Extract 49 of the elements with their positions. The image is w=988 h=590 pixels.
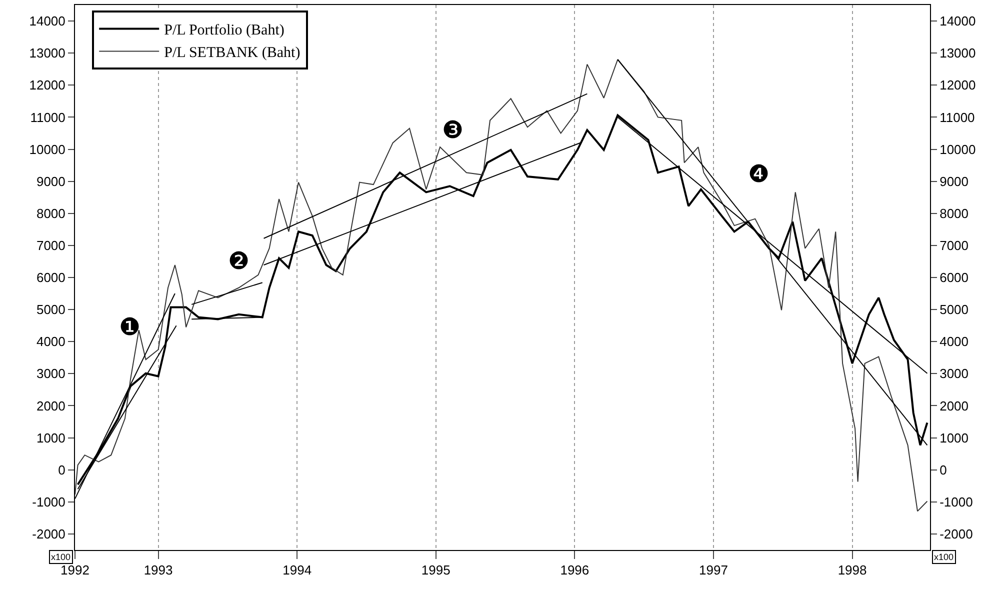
y-tick-label: 9000 [36,174,66,189]
y-tick-label: 1000 [36,430,66,446]
y-tick-label: 14000 [29,14,66,29]
legend-label: P/L SETBANK (Baht) [164,45,300,62]
y-tick-label: 5000 [36,302,66,318]
y2-tick-label: 13000 [940,46,976,61]
y-tick-label: -2000 [32,526,66,542]
y2-tick-label: 12000 [940,78,976,93]
y2-tick-label: 3000 [940,366,969,382]
x-tick-label: 1997 [699,562,728,578]
y2-tick-label: 9000 [940,174,969,189]
x-tick-label: 1996 [560,562,590,578]
legend-label: P/L Portfolio (Baht) [164,22,284,39]
y-tick-label: 3000 [36,366,66,382]
x-tick-label: 1993 [144,562,173,578]
y-tick-label: 12000 [29,78,66,93]
x-tick-label: 1998 [838,562,867,578]
x-tick-label: 1994 [282,562,312,578]
y-tick-label: 8000 [36,206,66,221]
y-tick-label: 0 [58,462,66,478]
y2-tick-label: 5000 [940,302,969,318]
y-tick-label: 4000 [36,334,66,350]
x-tick-label: 1992 [60,562,90,578]
y2-tick-label: 2000 [940,398,969,414]
y2-tick-label: 1000 [940,430,969,446]
y2-tick-label: 7000 [940,238,969,253]
y2-tick-label: 0 [940,462,947,478]
annotation: ❸ [442,116,464,144]
y-tick-label: 11000 [30,110,66,125]
text: x100 [51,552,71,562]
annotation: ❶ [119,313,141,341]
y-tick-label: 6000 [36,270,66,286]
annotation: ❷ [228,247,250,275]
y2-tick-label: -1000 [940,494,973,510]
y-tick-label: 13000 [29,46,66,61]
text: x100 [934,552,954,562]
y-tick-label: -1000 [32,494,66,510]
y-tick-label: 10000 [29,142,66,157]
annotation: ❹ [748,160,770,188]
y2-tick-label: -2000 [940,526,973,542]
y2-tick-label: 14000 [940,14,976,29]
y2-tick-label: 4000 [940,334,969,350]
y-tick-label: 7000 [36,238,66,253]
y2-tick-label: 8000 [940,206,969,221]
y2-tick-label: 10000 [940,142,976,157]
y2-tick-label: 6000 [940,270,969,286]
y2-tick-label: 11000 [940,110,975,125]
y-tick-label: 2000 [36,398,66,414]
x-tick-label: 1995 [421,562,450,578]
